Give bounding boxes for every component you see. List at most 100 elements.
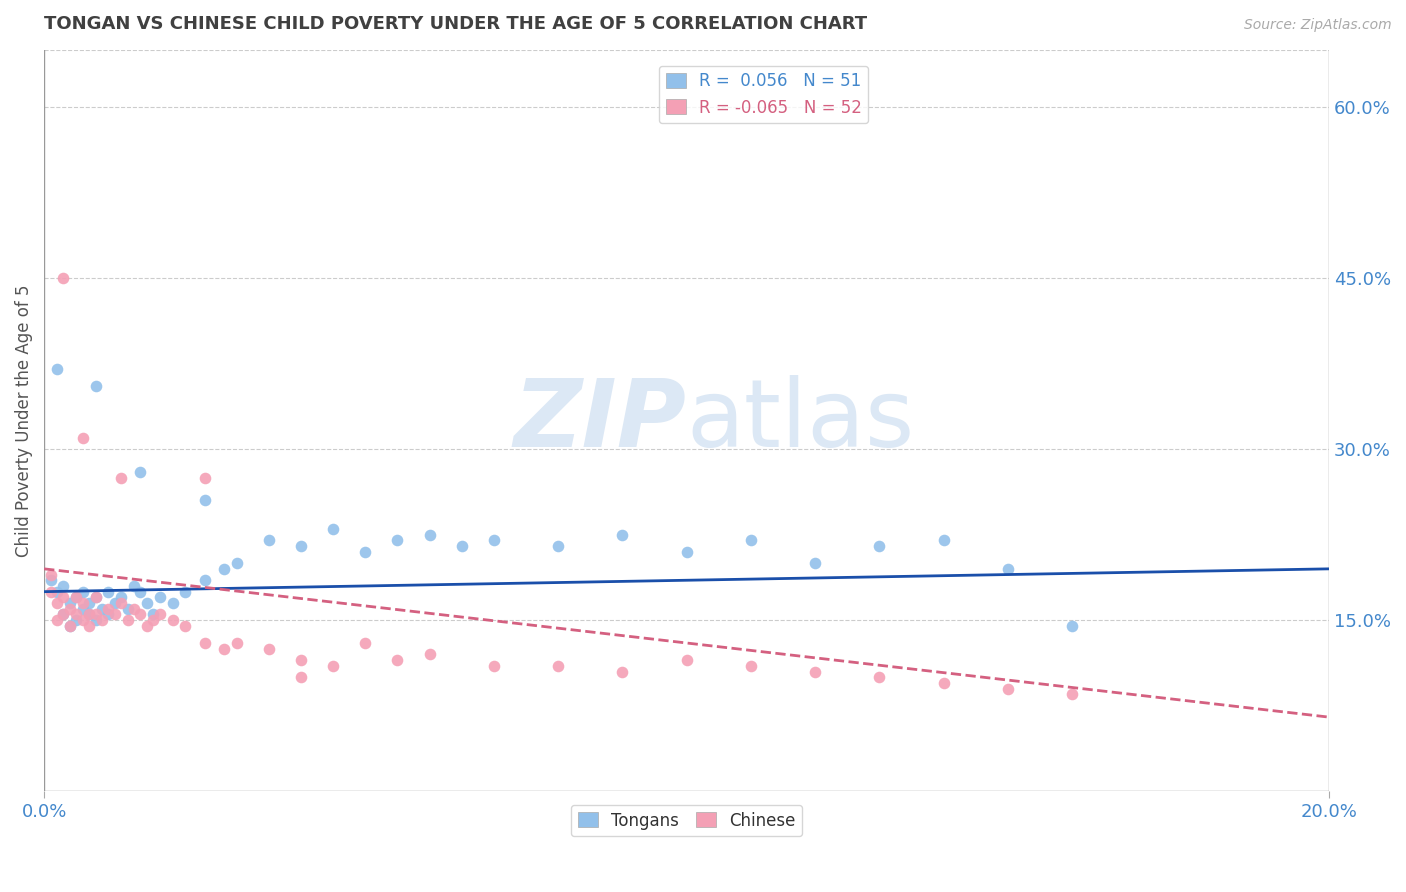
Point (52, 607, 75, 622)
Point (419, 648, 441, 662)
Point (142, 613, 165, 627)
Point (322, 658, 344, 673)
Point (868, 539, 890, 553)
Point (65, 591, 87, 605)
Point (194, 493, 217, 508)
Point (135, 619, 157, 633)
Point (110, 591, 132, 605)
Point (84, 591, 107, 605)
Text: TONGAN VS CHINESE CHILD POVERTY UNDER THE AGE OF 5 CORRELATION CHART: TONGAN VS CHINESE CHILD POVERTY UNDER TH… (44, 15, 868, 33)
Point (675, 653, 697, 667)
Point (59, 601, 82, 615)
Point (84, 607, 107, 622)
Point (77, 619, 100, 633)
Point (322, 522, 344, 536)
Point (65, 607, 87, 622)
Point (46, 584, 69, 599)
Point (149, 607, 172, 622)
Point (387, 533, 409, 548)
Point (290, 653, 312, 667)
Point (194, 574, 217, 588)
Point (354, 636, 377, 650)
Point (52, 591, 75, 605)
Point (84, 379, 107, 393)
Point (122, 579, 145, 593)
Point (39, 567, 62, 582)
Point (174, 584, 197, 599)
Text: atlas: atlas (686, 375, 915, 467)
Point (104, 607, 127, 622)
Point (194, 470, 217, 484)
Point (804, 556, 827, 570)
Point (59, 596, 82, 610)
Point (1060, 687, 1083, 701)
Point (174, 619, 197, 633)
Point (997, 681, 1019, 696)
Point (52, 579, 75, 593)
Point (387, 653, 409, 667)
Point (97, 601, 120, 615)
Point (547, 539, 569, 553)
Point (194, 636, 217, 650)
Point (675, 545, 697, 559)
Point (162, 596, 184, 610)
Point (52, 271, 75, 285)
Point (129, 607, 152, 622)
Point (290, 670, 312, 684)
Point (804, 665, 827, 679)
Point (212, 641, 235, 656)
Point (257, 533, 280, 548)
Point (740, 533, 762, 548)
Point (72, 584, 94, 599)
Point (65, 613, 87, 627)
Point (868, 670, 890, 684)
Point (97, 607, 120, 622)
Point (1060, 619, 1083, 633)
Y-axis label: Child Poverty Under the Age of 5: Child Poverty Under the Age of 5 (15, 285, 32, 557)
Point (612, 665, 634, 679)
Point (997, 562, 1019, 576)
Point (77, 607, 100, 622)
Point (90, 601, 112, 615)
Text: ZIP: ZIP (513, 375, 686, 467)
Point (77, 607, 100, 622)
Text: Source: ZipAtlas.com: Source: ZipAtlas.com (1244, 18, 1392, 32)
Point (450, 539, 472, 553)
Point (90, 613, 112, 627)
Point (225, 556, 247, 570)
Point (46, 613, 69, 627)
Point (740, 658, 762, 673)
Point (117, 613, 139, 627)
Point (46, 362, 69, 376)
Point (97, 584, 120, 599)
Point (39, 574, 62, 588)
Point (257, 641, 280, 656)
Point (290, 539, 312, 553)
Point (110, 596, 132, 610)
Point (110, 470, 132, 484)
Point (52, 607, 75, 622)
Point (354, 545, 377, 559)
Point (142, 607, 165, 622)
Point (149, 591, 172, 605)
Point (65, 591, 87, 605)
Point (162, 613, 184, 627)
Point (129, 584, 152, 599)
Point (932, 533, 955, 548)
Point (482, 658, 505, 673)
Point (72, 596, 94, 610)
Point (72, 613, 94, 627)
Point (46, 596, 69, 610)
Point (39, 584, 62, 599)
Point (77, 596, 100, 610)
Point (225, 636, 247, 650)
Point (612, 527, 634, 541)
Point (212, 562, 235, 576)
Point (122, 601, 145, 615)
Point (117, 601, 139, 615)
Point (932, 676, 955, 690)
Point (135, 596, 157, 610)
Point (482, 533, 505, 548)
Point (59, 619, 82, 633)
Point (129, 465, 152, 479)
